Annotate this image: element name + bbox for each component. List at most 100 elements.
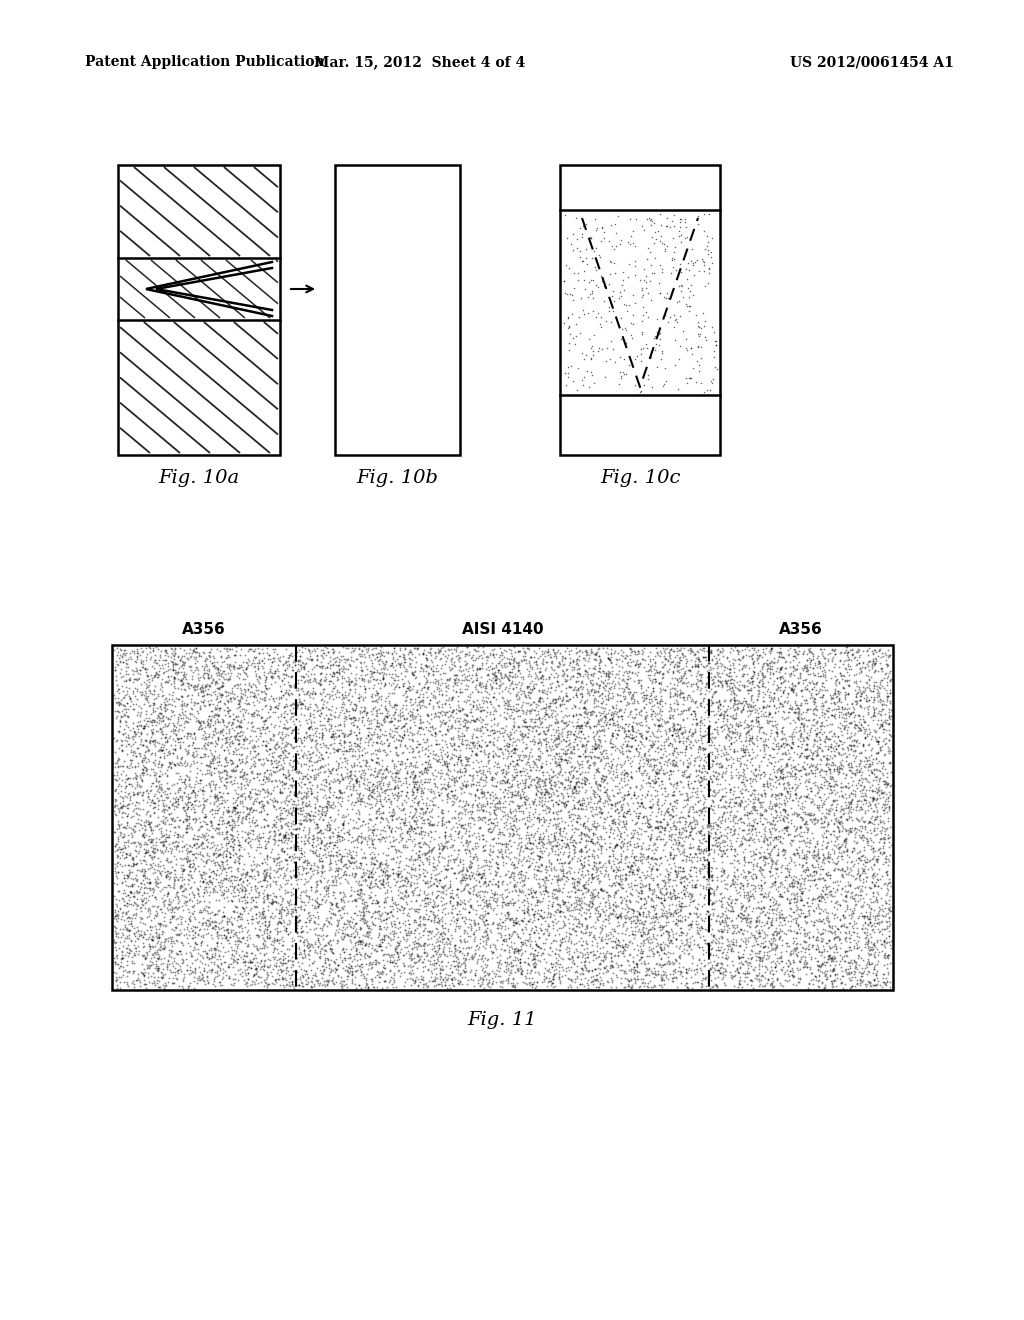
- Point: [587, 787, 603, 808]
- Point: [273, 851, 290, 873]
- Point: [110, 814, 126, 836]
- Point: [574, 216, 591, 238]
- Point: [376, 711, 392, 733]
- Point: [796, 847, 812, 869]
- Point: [153, 737, 169, 758]
- Point: [111, 678, 127, 700]
- Point: [128, 865, 144, 886]
- Point: [632, 842, 648, 863]
- Point: [416, 809, 432, 830]
- Point: [572, 890, 589, 911]
- Point: [261, 644, 278, 665]
- Point: [834, 758, 850, 779]
- Point: [245, 807, 261, 828]
- Point: [318, 873, 335, 894]
- Point: [607, 953, 624, 974]
- Point: [375, 962, 391, 983]
- Point: [600, 665, 616, 686]
- Point: [629, 961, 645, 982]
- Point: [812, 956, 828, 977]
- Point: [220, 833, 237, 854]
- Point: [695, 645, 712, 667]
- Point: [265, 847, 282, 869]
- Point: [372, 669, 388, 690]
- Point: [379, 814, 395, 836]
- Point: [703, 693, 720, 714]
- Point: [479, 752, 496, 774]
- Point: [574, 751, 591, 772]
- Point: [552, 935, 568, 956]
- Point: [506, 846, 522, 867]
- Point: [582, 705, 598, 726]
- Point: [876, 803, 892, 824]
- Point: [697, 680, 714, 701]
- Point: [114, 826, 130, 847]
- Point: [332, 701, 348, 722]
- Point: [511, 824, 527, 845]
- Point: [485, 741, 502, 762]
- Point: [828, 793, 845, 814]
- Point: [175, 694, 191, 715]
- Point: [266, 717, 283, 738]
- Point: [778, 693, 795, 714]
- Point: [358, 755, 375, 776]
- Point: [605, 859, 622, 880]
- Point: [421, 920, 437, 941]
- Point: [382, 950, 398, 972]
- Point: [504, 735, 520, 756]
- Point: [348, 770, 365, 791]
- Point: [801, 837, 817, 858]
- Point: [775, 763, 792, 784]
- Point: [331, 787, 347, 808]
- Point: [513, 958, 529, 979]
- Point: [207, 961, 223, 982]
- Point: [291, 846, 307, 867]
- Point: [267, 762, 284, 783]
- Point: [673, 892, 689, 913]
- Point: [738, 770, 755, 791]
- Point: [182, 791, 199, 812]
- Point: [332, 843, 348, 865]
- Point: [674, 821, 690, 842]
- Point: [838, 940, 854, 961]
- Point: [111, 939, 127, 960]
- Point: [172, 954, 188, 975]
- Point: [689, 714, 706, 735]
- Point: [642, 970, 658, 991]
- Point: [402, 974, 419, 995]
- Point: [257, 968, 273, 989]
- Point: [862, 829, 879, 850]
- Point: [671, 810, 687, 832]
- Point: [385, 928, 401, 949]
- Point: [313, 748, 330, 770]
- Point: [652, 771, 669, 792]
- Point: [483, 820, 500, 841]
- Point: [254, 656, 270, 677]
- Point: [240, 711, 256, 733]
- Point: [574, 962, 591, 983]
- Point: [199, 813, 215, 834]
- Point: [179, 975, 196, 997]
- Point: [634, 686, 650, 708]
- Point: [438, 763, 455, 784]
- Point: [755, 792, 771, 813]
- Point: [359, 817, 376, 838]
- Point: [624, 312, 640, 333]
- Point: [413, 808, 429, 829]
- Point: [835, 816, 851, 837]
- Point: [528, 935, 545, 956]
- Point: [563, 933, 580, 954]
- Point: [502, 652, 518, 673]
- Point: [258, 865, 274, 886]
- Point: [764, 714, 780, 735]
- Point: [638, 660, 654, 681]
- Point: [470, 825, 486, 846]
- Point: [810, 846, 826, 867]
- Point: [833, 908, 849, 929]
- Point: [165, 968, 181, 989]
- Point: [692, 711, 709, 733]
- Point: [278, 962, 294, 983]
- Point: [764, 931, 780, 952]
- Point: [264, 894, 281, 915]
- Point: [132, 961, 148, 982]
